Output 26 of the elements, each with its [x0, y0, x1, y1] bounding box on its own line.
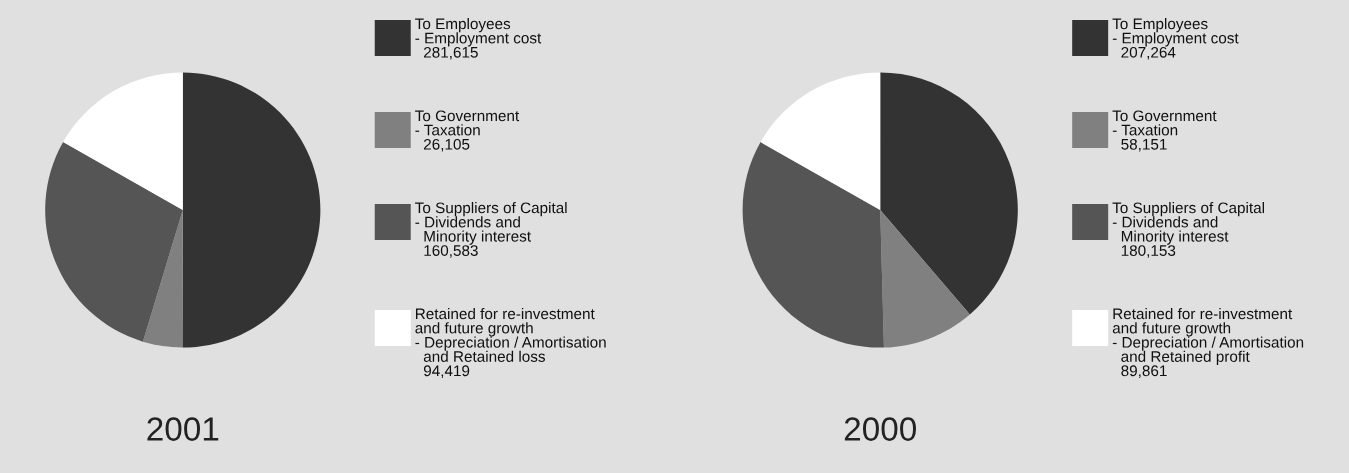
legend-label: Retained for re-investment and future growth - Depreciation / Amortisation and Retained loss	[415, 308, 606, 362]
data-label: 160,583	[424, 245, 478, 258]
pie-slice	[880, 72, 1018, 315]
pie-slice	[63, 72, 183, 210]
pie-slice	[45, 142, 183, 342]
legend-label: To Government - Taxation	[415, 110, 520, 136]
data-label: 281,615	[424, 46, 478, 60]
legend-label: To Employees - Employment cost	[415, 18, 542, 47]
pie-slice	[182, 72, 321, 348]
pie-slice	[742, 142, 884, 348]
legend-label: To Suppliers of Capital - Dividends and Minority interest	[1112, 202, 1265, 245]
data-label: 58,151	[1121, 138, 1167, 152]
text: 2001	[147, 417, 219, 441]
legend-label: To Employees - Employment cost	[1112, 18, 1239, 47]
pie-slice	[880, 210, 970, 348]
legend-label: To Suppliers of Capital - Dividends and Minority interest	[415, 202, 567, 245]
data-label: 94,419	[423, 365, 470, 378]
legend-label: To Government - Taxation	[1112, 110, 1217, 136]
data-label: 89,861	[1121, 365, 1167, 378]
legend-label: Retained for re-investment and future growth - Depreciation / Amortisation and Retained profit	[1112, 308, 1304, 365]
pie-slice	[142, 210, 183, 348]
data-label: 26,105	[424, 138, 470, 152]
pie-slice	[760, 72, 881, 210]
text: 2000	[844, 417, 916, 441]
data-label: 207,264	[1121, 46, 1176, 60]
data-label: 180,153	[1121, 245, 1176, 258]
